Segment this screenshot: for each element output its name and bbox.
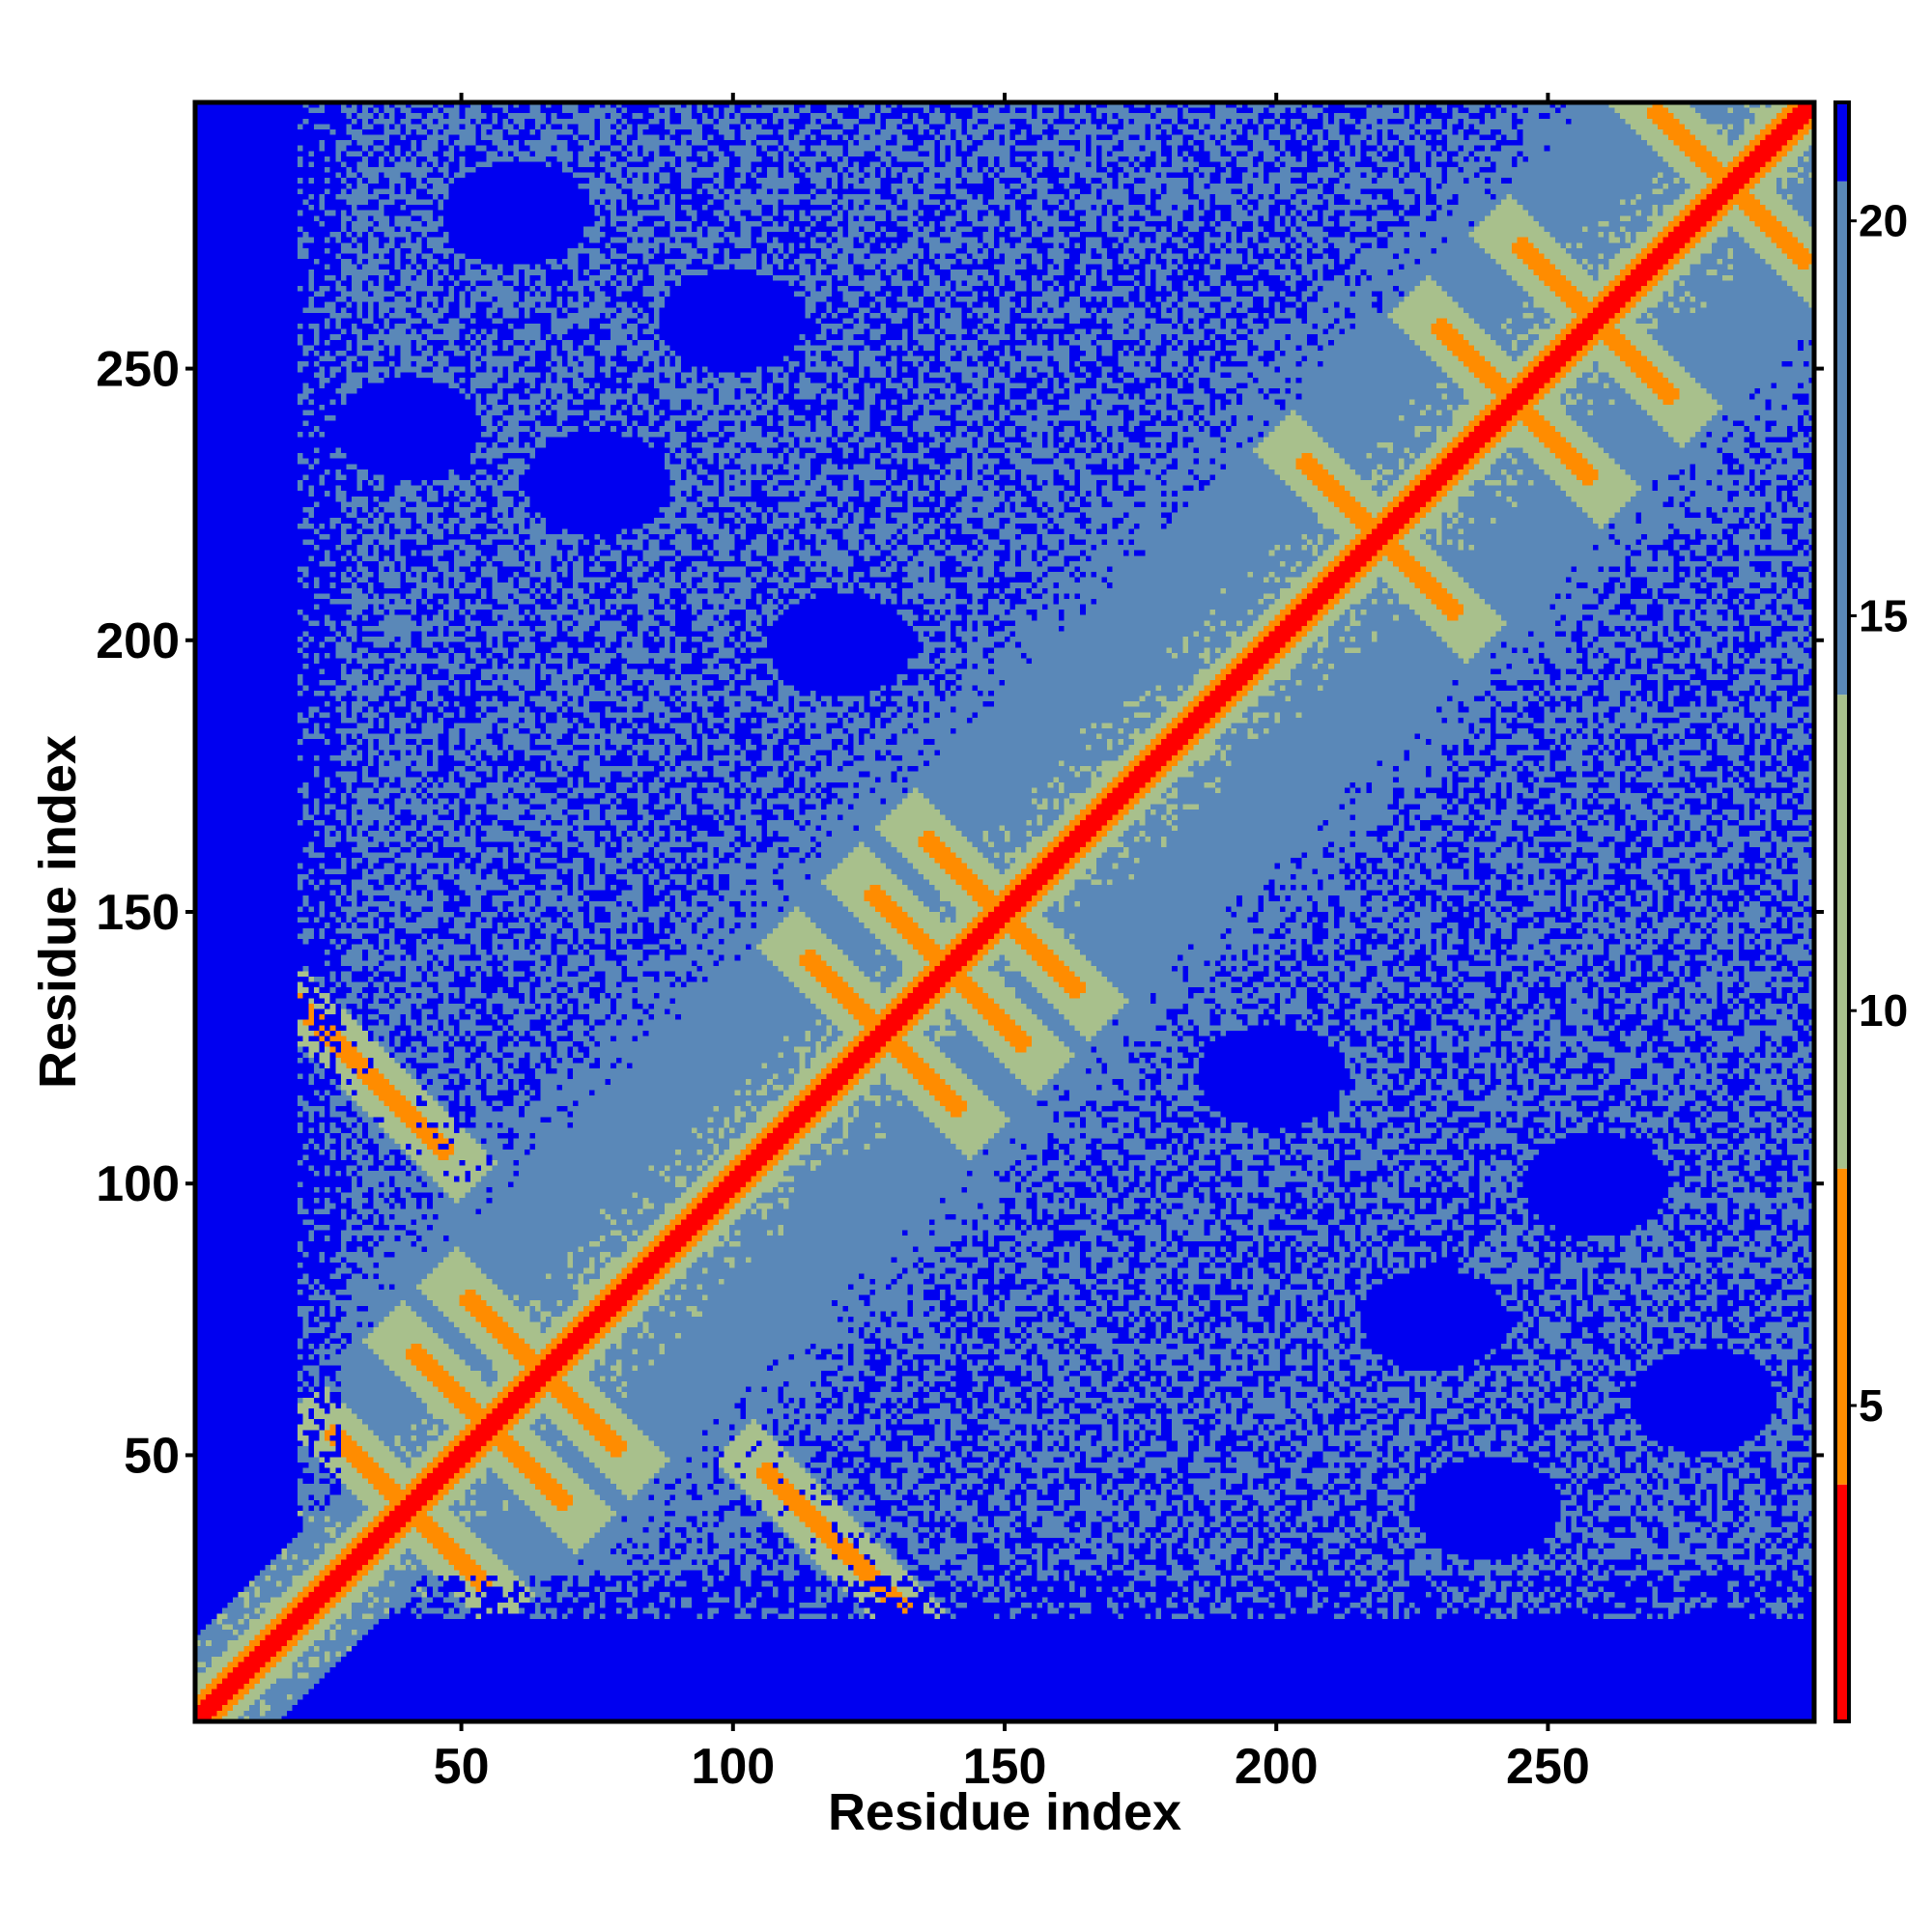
colorbar-segment (1835, 181, 1849, 696)
colorbar-tick-label: 20 (1859, 196, 1908, 246)
colorbar-segment (1835, 695, 1849, 1169)
x-axis-title: Residue index (828, 1783, 1181, 1841)
y-tick-label: 150 (96, 885, 180, 941)
x-tick-label: 50 (434, 1739, 490, 1795)
y-tick-label: 250 (96, 342, 180, 398)
heatmap-area (195, 102, 1814, 1721)
heatmap-cells (195, 102, 1814, 1721)
colorbar: 5 10 15 20 (1833, 100, 1908, 1723)
colorbar-tick-label: 15 (1859, 590, 1908, 640)
colorbar-segment (1835, 1484, 1849, 1721)
x-tick-label: 100 (691, 1739, 775, 1795)
colorbar-tick-label: 5 (1859, 1380, 1884, 1431)
y-tick-label: 100 (96, 1156, 180, 1212)
y-tick-label: 50 (124, 1428, 180, 1484)
colorbar-frame (1833, 100, 1851, 1723)
y-axis-title: Residue index (29, 735, 87, 1089)
axes: 50 100 150 200 250 50 100 150 200 250 (96, 93, 1824, 1795)
colorbar-segment (1835, 1168, 1849, 1485)
x-tick-label: 150 (963, 1739, 1047, 1795)
colorbar-segment (1835, 102, 1849, 182)
y-tick-label: 200 (96, 613, 180, 669)
x-tick-label: 250 (1506, 1739, 1590, 1795)
colorbar-tick-label: 10 (1859, 985, 1908, 1036)
x-tick-label: 200 (1235, 1739, 1319, 1795)
